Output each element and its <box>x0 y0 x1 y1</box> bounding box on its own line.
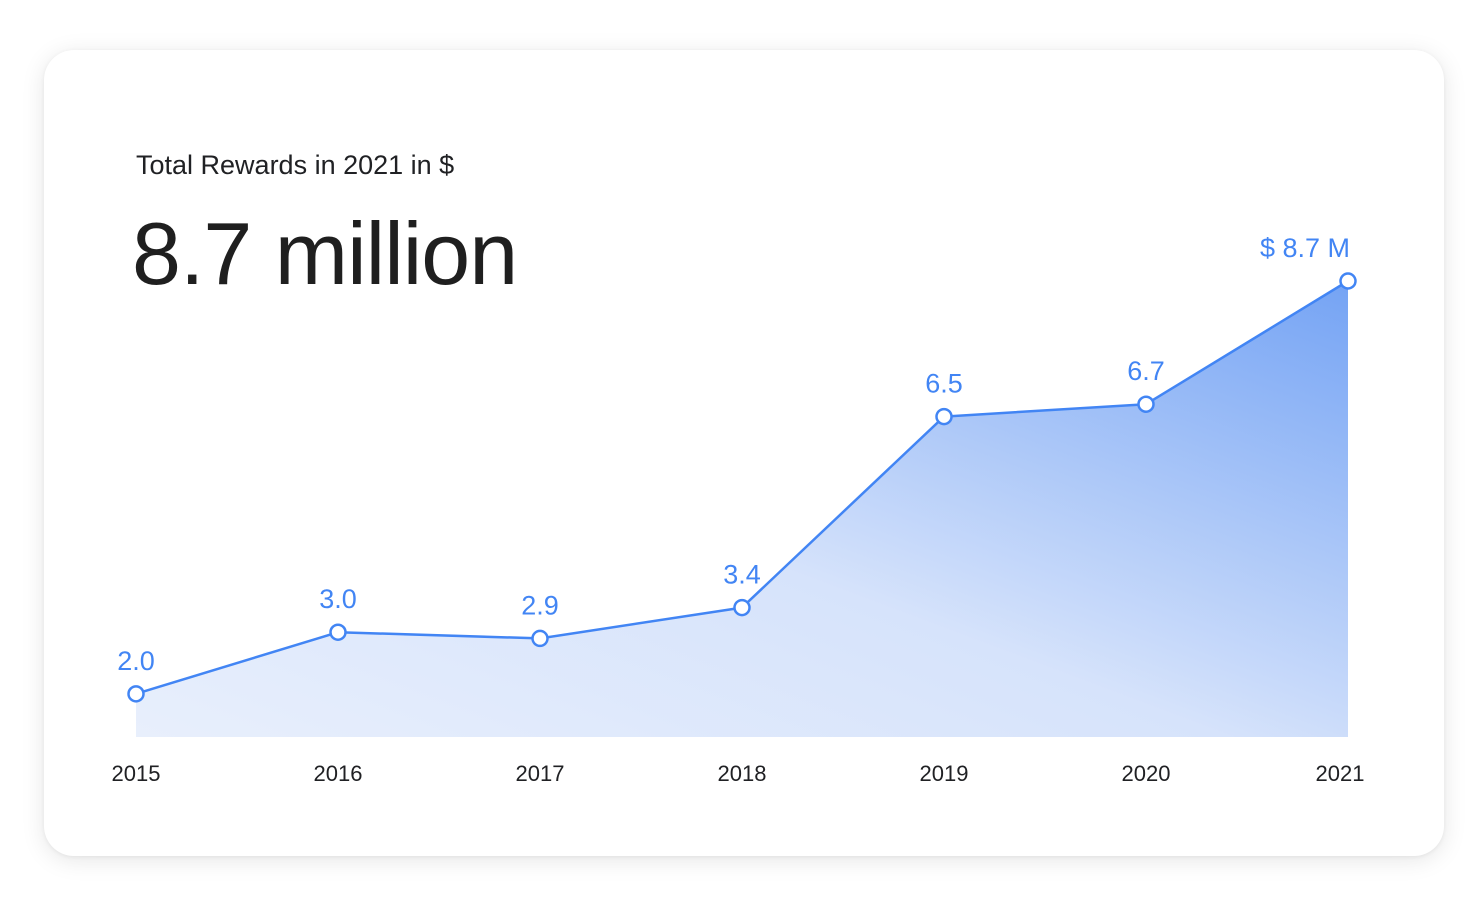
data-label-2021: $ 8.7 M <box>1260 233 1350 263</box>
chart-card: Total Rewards in 2021 in $ 8.7 million 2… <box>44 50 1444 856</box>
chart-subtitle: Total Rewards in 2021 in $ <box>136 150 455 180</box>
data-point-2021[interactable] <box>1339 272 1357 290</box>
data-point-2019[interactable] <box>935 407 953 426</box>
data-label-2016: 3.0 <box>319 584 357 614</box>
data-point-2016[interactable] <box>329 623 347 641</box>
data-label-2018: 3.4 <box>723 560 761 590</box>
data-label-2015: 2.0 <box>117 646 155 676</box>
data-point-2017[interactable] <box>531 629 549 648</box>
x-tick-2021: 2021 <box>1316 761 1365 786</box>
x-tick-2016: 2016 <box>314 761 363 786</box>
data-point-2020[interactable] <box>1137 395 1155 413</box>
x-tick-2018: 2018 <box>718 761 767 786</box>
x-tick-2017: 2017 <box>516 761 565 786</box>
x-tick-2020: 2020 <box>1122 761 1171 786</box>
area-chart: 2.0 3.0 2.9 3.4 6.5 6.7 $ 8.7 M 2015 2016 2017 20… <box>112 233 1365 786</box>
data-point-2018[interactable] <box>733 598 751 617</box>
area-fill <box>136 281 1348 737</box>
headline-value: 8.7 million <box>132 204 518 303</box>
data-label-2017: 2.9 <box>521 590 559 620</box>
data-label-2019: 6.5 <box>925 369 963 399</box>
x-tick-2015: 2015 <box>112 761 161 786</box>
data-label-2020: 6.7 <box>1127 356 1165 386</box>
data-point-2015[interactable] <box>127 685 145 703</box>
x-tick-2019: 2019 <box>920 761 969 786</box>
